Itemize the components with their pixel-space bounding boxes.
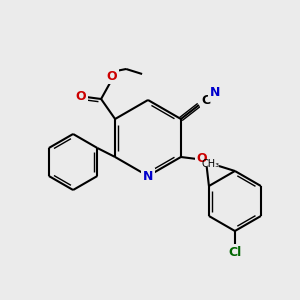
Text: O: O bbox=[107, 70, 117, 83]
Text: N: N bbox=[143, 169, 153, 182]
Text: O: O bbox=[196, 152, 207, 166]
Text: N: N bbox=[210, 86, 220, 100]
Text: C: C bbox=[201, 94, 211, 106]
Text: O: O bbox=[76, 89, 86, 103]
Text: Cl: Cl bbox=[228, 245, 242, 259]
Text: CH₃: CH₃ bbox=[202, 159, 220, 169]
